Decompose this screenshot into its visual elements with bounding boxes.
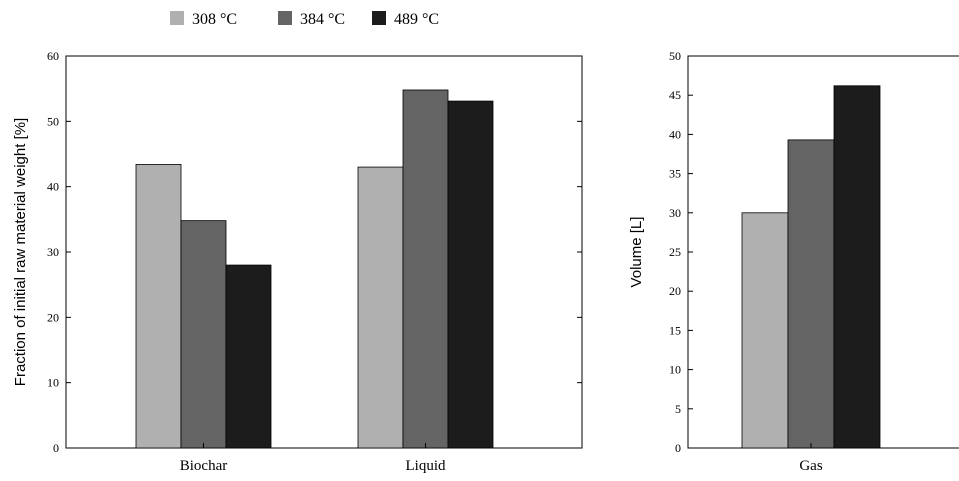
y-tick-label: 25 bbox=[669, 245, 681, 259]
y-tick-label: 10 bbox=[669, 363, 681, 377]
y-tick-label: 45 bbox=[669, 88, 681, 102]
bar-biochar-3 bbox=[225, 264, 272, 449]
bar-gas-3 bbox=[833, 85, 881, 449]
legend: 308 °C 384 °C 489 °C bbox=[170, 11, 439, 28]
y-tick-label: 50 bbox=[669, 49, 681, 63]
legend-swatch-3 bbox=[372, 11, 386, 25]
legend-label-3: 489 °C bbox=[394, 11, 439, 28]
y-tick-label: 30 bbox=[47, 245, 59, 259]
y-tick-label: 40 bbox=[669, 127, 681, 141]
y-tick-label: 60 bbox=[47, 49, 59, 63]
y-tick-label: 10 bbox=[47, 376, 59, 390]
bar-gas-2 bbox=[787, 139, 835, 449]
legend-label-1: 308 °C bbox=[192, 11, 237, 28]
y-tick-label: 15 bbox=[669, 323, 681, 337]
y-tick-label: 40 bbox=[47, 180, 59, 194]
y-tick-label: 35 bbox=[669, 167, 681, 181]
y-tick-label: 30 bbox=[669, 206, 681, 220]
y-tick-label: 0 bbox=[675, 441, 681, 455]
y-tick-label: 50 bbox=[47, 114, 59, 128]
x-category-label: Gas bbox=[799, 458, 822, 474]
chart-right-gas-volume: 0 5 10 15 20 25 30 35 40 45 50 Volume [L] Gas bbox=[628, 49, 959, 474]
y-tick-label: 5 bbox=[675, 402, 681, 416]
legend-swatch-1 bbox=[170, 11, 184, 25]
y-axis-label: Fraction of initial raw material weight … bbox=[12, 118, 29, 386]
bar-gas-1 bbox=[741, 212, 789, 449]
legend-label-2: 384 °C bbox=[300, 11, 345, 28]
x-category-label: Biochar bbox=[180, 458, 227, 474]
bar-biochar-1 bbox=[135, 164, 182, 449]
y-axis-label: Volume [L] bbox=[628, 217, 645, 288]
bar-liquid-3 bbox=[447, 100, 494, 449]
chart-left-fraction: 0 10 20 30 40 50 60 Fraction of initial raw mat… bbox=[12, 49, 583, 474]
legend-swatch-2 bbox=[278, 11, 292, 25]
y-tick-label: 0 bbox=[53, 441, 59, 455]
bar-liquid-2 bbox=[402, 89, 449, 449]
bar-biochar-2 bbox=[180, 220, 227, 449]
y-tick-label: 20 bbox=[47, 310, 59, 324]
bar-liquid-1 bbox=[357, 166, 404, 449]
y-tick-label: 20 bbox=[669, 284, 681, 298]
x-category-label: Liquid bbox=[406, 458, 446, 474]
